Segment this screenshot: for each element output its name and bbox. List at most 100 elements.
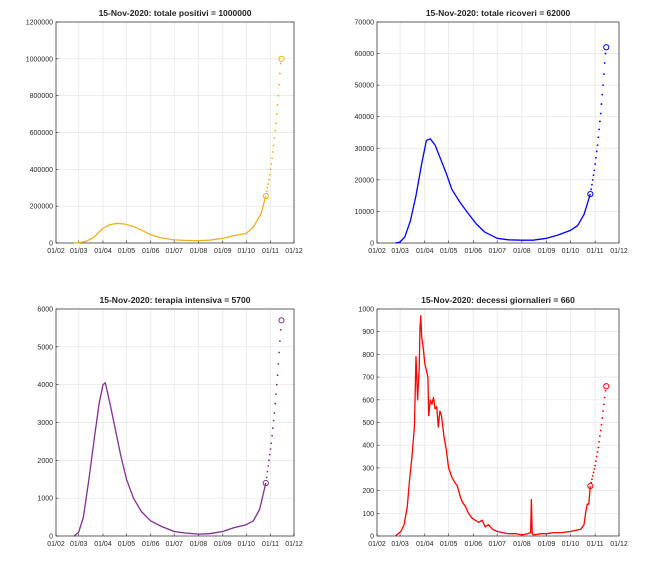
forecast-point — [602, 403, 605, 406]
x-tick-label: 01/06 — [465, 541, 483, 548]
forecast-point — [278, 351, 281, 354]
y-tick-label: 50000 — [355, 83, 375, 90]
x-tick-label: 01/12 — [285, 541, 303, 548]
chart-panel-totale-positivi: 15-Nov-2020: totale positivi = 1000000 01… — [0, 0, 325, 287]
forecast-point — [603, 396, 606, 399]
x-tick-label: 01/12 — [285, 248, 303, 255]
x-tick-label: 01/04 — [94, 248, 112, 255]
forecast-point — [602, 84, 604, 87]
chart-title: 15-Nov-2020: totale ricoveri = 62000 — [426, 8, 571, 18]
grid-lines — [376, 308, 620, 537]
series-line — [73, 382, 267, 537]
x-tick-label: 01/11 — [262, 541, 279, 548]
forecast-point — [602, 410, 604, 413]
forecast-point — [591, 474, 594, 477]
marker-point — [262, 192, 269, 200]
x-tick-label: 01/09 — [214, 248, 232, 255]
x-tick-label: 01/11 — [587, 248, 604, 255]
x-tick-label: 01/03 — [391, 541, 409, 548]
forecast-point — [597, 136, 600, 139]
y-tick-label: 700 — [362, 375, 374, 382]
forecast-point — [275, 122, 277, 125]
forecast-point — [265, 190, 268, 193]
forecast-point — [591, 183, 593, 186]
forecast-point — [269, 448, 272, 450]
forecast-point — [275, 383, 278, 386]
marker-point — [262, 479, 269, 487]
y-tick-label: 1000 — [37, 496, 53, 503]
forecast-point — [268, 173, 271, 176]
forecast-point — [592, 174, 595, 177]
x-tick-label: 01/06 — [142, 541, 160, 548]
y-tick-label: 30000 — [355, 146, 375, 153]
x-tick-label: 01/11 — [262, 248, 279, 255]
x-tick-label: 01/12 — [610, 248, 628, 255]
chart-svg: 15-Nov-2020: totale positivi = 100000001… — [26, 8, 303, 255]
forecast-point — [277, 362, 280, 365]
forecast-point — [597, 446, 600, 449]
y-tick-label: 400 — [362, 443, 374, 450]
series-line — [394, 315, 591, 537]
x-tick-label: 01/03 — [70, 248, 88, 255]
forecast-point — [592, 471, 595, 474]
chart-title: 15-Nov-2020: decessi giornalieri = 660 — [421, 295, 575, 305]
y-tick-label: 20000 — [355, 177, 375, 184]
y-tick-label: 6000 — [37, 307, 53, 314]
forecast-point — [595, 156, 597, 159]
y-tick-label: 0 — [49, 534, 53, 541]
x-tick-label: 01/08 — [513, 248, 531, 255]
y-tick-label: 800000 — [30, 93, 53, 100]
forecast-point — [593, 169, 596, 172]
forecast-point — [599, 112, 602, 115]
forecast-point — [591, 478, 593, 481]
y-tick-label: 40000 — [355, 114, 375, 121]
forecast-point — [277, 94, 280, 97]
marker-point — [278, 55, 285, 62]
axes-box — [376, 21, 620, 244]
series-line — [395, 138, 591, 244]
forecast-point — [276, 103, 279, 106]
forecast-point — [265, 476, 268, 479]
forecast-point — [271, 427, 274, 430]
y-tick-label: 1000000 — [26, 56, 53, 63]
forecast-point — [270, 442, 273, 445]
forecast-point — [271, 157, 273, 160]
x-tick-label: 01/08 — [190, 541, 208, 548]
forecast-point — [598, 435, 601, 438]
x-tick-label: 01/09 — [538, 248, 556, 255]
x-tick-label: 01/05 — [440, 248, 458, 255]
chart-title: 15-Nov-2020: totale positivi = 1000000 — [99, 8, 252, 18]
forecast-point — [595, 460, 597, 462]
forecast-point — [603, 62, 606, 64]
y-tick-label: 0 — [49, 241, 53, 248]
x-tick-label: 01/05 — [118, 248, 136, 255]
forecast-point — [274, 129, 277, 132]
y-tick-label: 1000 — [358, 307, 374, 314]
y-tick-label: 2000 — [37, 458, 53, 465]
forecast-point — [596, 144, 599, 147]
forecast-point — [601, 417, 604, 419]
x-tick-label: 01/11 — [587, 541, 604, 548]
forecast-point — [604, 389, 607, 392]
forecast-point — [268, 453, 271, 456]
x-tick-label: 01/02 — [368, 248, 386, 255]
x-tick-label: 01/06 — [142, 248, 160, 255]
y-tick-label: 70000 — [355, 20, 375, 27]
x-tick-label: 01/04 — [416, 541, 434, 548]
x-tick-label: 01/09 — [214, 541, 232, 548]
y-tick-label: 1200000 — [26, 20, 53, 27]
forecast-point — [604, 52, 607, 55]
chart-svg: 15-Nov-2020: totale ricoveri = 62000 01/0… — [355, 8, 628, 255]
marker-point — [278, 317, 285, 324]
forecast-point — [600, 423, 603, 426]
x-tick-label: 01/05 — [118, 541, 136, 548]
forecast-point — [279, 62, 282, 65]
forecast-point — [275, 113, 278, 115]
marker-point — [587, 482, 594, 490]
y-tick-label: 0 — [370, 534, 374, 541]
forecast-point — [590, 188, 593, 191]
y-tick-label: 5000 — [37, 344, 53, 351]
x-tick-label: 01/10 — [237, 248, 255, 255]
x-tick-label: 01/03 — [391, 248, 409, 255]
chart-title: 15-Nov-2020: terapia intensiva = 5700 — [100, 295, 251, 305]
